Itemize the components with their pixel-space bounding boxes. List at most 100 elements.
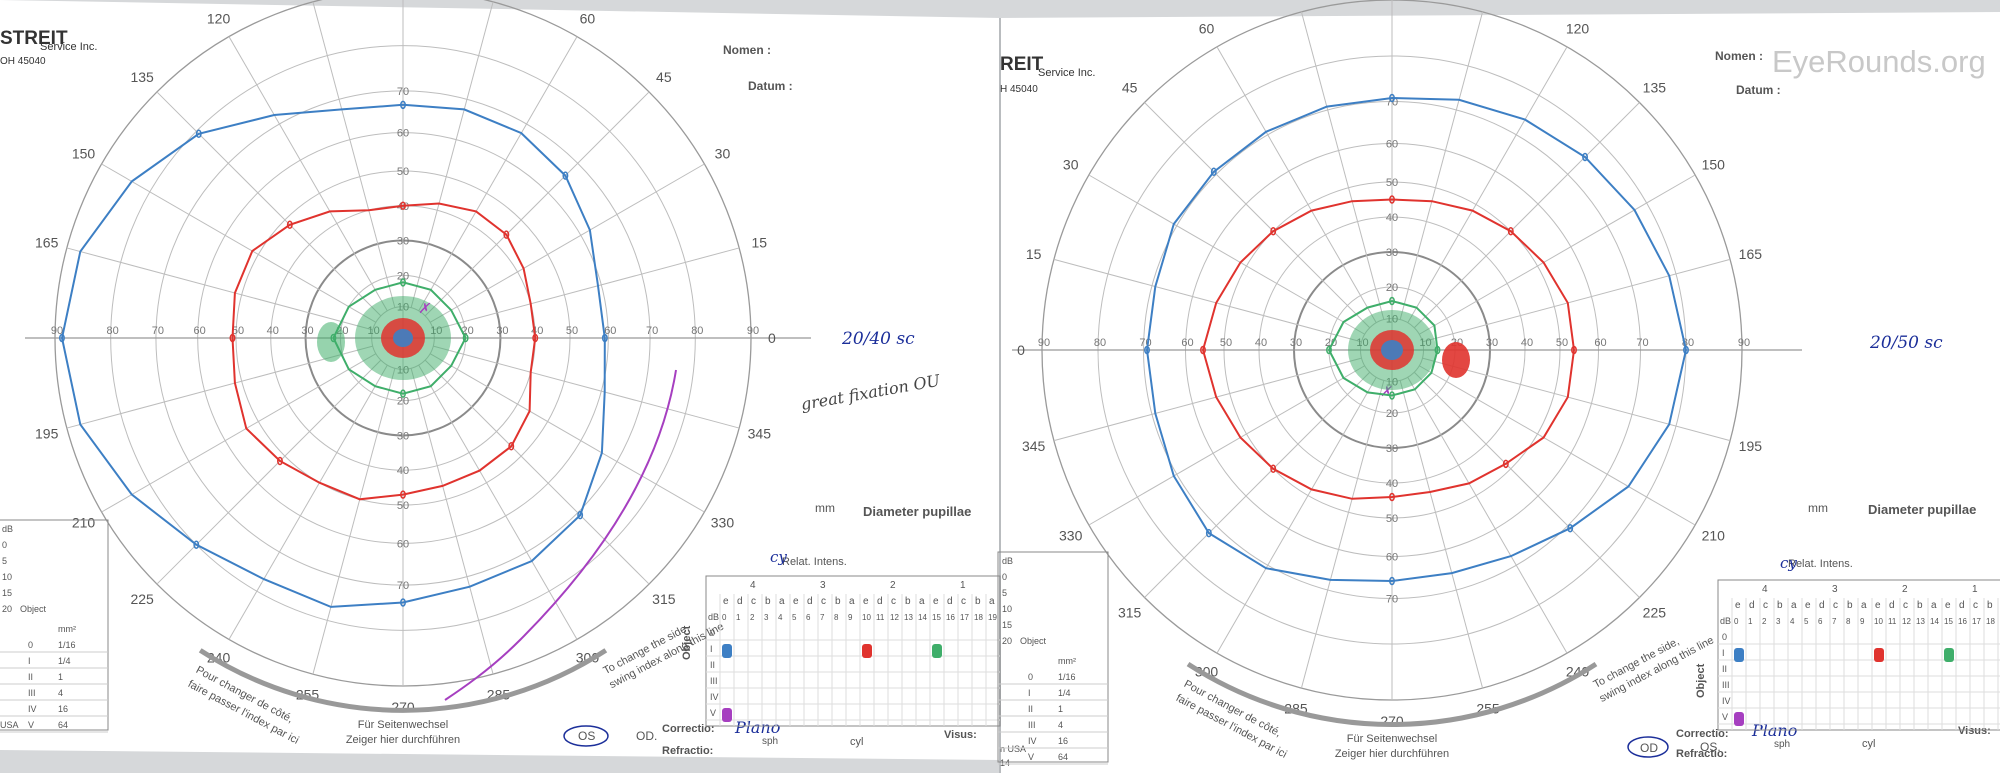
correction-label: Correctio: [662,723,715,735]
intensity-number: 10 [1874,617,1883,626]
object-header: Object [20,604,47,614]
intensity-number: 14 [1930,617,1939,626]
intensity-letter: c [1833,600,1838,611]
swap-text-german: Zeiger hier durchführen [1335,748,1449,760]
meridian-line [1053,258,1362,343]
meridian-label: 15 [752,235,768,251]
intensity-letter: a [849,596,855,607]
intensity-number: 11 [876,613,885,622]
intensity-letter: b [1987,600,1993,611]
object-size-label: III [28,688,36,698]
refraction-label: Refractio: [1676,748,1727,760]
isopter-i4e [231,202,537,501]
object-table-border [0,519,109,731]
meridian-line [1088,174,1365,335]
isopter-v4e [60,103,606,608]
intensity-letter: d [1819,600,1825,611]
meridian-label: 300 [576,649,600,665]
right-chart-sheet [1000,12,2000,773]
blind-spot [317,322,345,362]
eccentricity-label-horizontal: 80 [691,325,703,337]
intensity-table-border [1717,579,2000,731]
meridian-line [1413,102,1640,329]
isopter-v4e-mark [1205,528,1212,538]
meridian-label: 225 [130,591,154,607]
isopter-v4e-mark [400,598,406,607]
meridian-line [433,345,740,429]
meridian-line [1144,102,1371,329]
intensity-letter: e [863,596,869,607]
stimulus-marker-purple [722,708,732,722]
blind-spot [1442,342,1470,378]
intensity-label: Relat. Intens. [782,556,847,568]
name-label: Nomen : [723,43,771,57]
eye-label-alt: OD. [636,729,657,743]
intensity-letter: e [1735,600,1741,611]
object-area-label: 1 [58,672,63,682]
meridian-line [156,91,382,317]
isopter-i2e-mark [400,278,406,287]
intensity-letter: a [1861,600,1867,611]
isopter-i4e-mark [532,333,539,343]
isopter-i4e-mark [1389,492,1395,502]
object-area-label: 4 [58,688,63,698]
eccentricity-label: 20 [397,396,409,408]
meridian-line [66,345,373,429]
intensity-row-label: 0 [1722,632,1727,642]
intensity-letter: b [835,596,841,607]
isopter-v4e-mark [193,540,200,549]
meridian-line [1300,380,1385,689]
object-size-label: IV [28,704,37,714]
intensity-number: 3 [1776,617,1781,626]
intensity-letter: a [1791,600,1797,611]
meridian-label: 345 [748,425,772,441]
meridian-label: 240 [1566,663,1590,679]
eye-circle-mark [1627,736,1669,758]
meridian-line [1053,357,1362,442]
intensity-number: 16 [946,613,955,622]
isopter-i4e-mark [277,456,283,466]
intensity-letter: d [737,596,743,607]
meridian-line [101,163,377,323]
intensity-table: 4321edcbaedcbaedcbaedcbadB01234567891011… [1717,579,2000,731]
eccentricity-label: 20 [1386,282,1398,294]
intensity-number: 13 [1916,617,1925,626]
meridian-label: 195 [1739,438,1763,454]
address-fragment: H 45040 [1000,84,1038,95]
intensity-row-label: III [710,676,718,686]
object-area-label: 1/4 [1058,688,1071,698]
db-row-label: 20 [1002,636,1012,646]
object-size-label: I [1028,688,1031,698]
isopter-v4e-mark [1389,93,1395,103]
eccentricity-label-horizontal: 40 [1521,337,1533,349]
meridian-line [1422,258,1731,343]
company-name: Service Inc. [40,41,97,53]
eye-circle-mark [563,725,609,747]
intensity-row-label: II [1722,664,1727,674]
intensity-letter: b [975,596,981,607]
intensity-group-label: 3 [820,580,826,591]
eccentricity-label: 40 [1386,478,1398,490]
company-name: Service Inc. [1038,67,1095,79]
eccentricity-label-horizontal: 50 [1556,337,1568,349]
object-size-label: II [1028,704,1033,714]
intensity-number: 14 [918,613,927,622]
intensity-group-label: 2 [1902,584,1908,595]
isopter-i4e-mark [503,230,510,239]
eccentricity-label-horizontal: 50 [232,325,244,337]
intensity-row-label: 0 [710,628,715,638]
isopter-i4e [1201,198,1576,500]
eccentricity-label: 20 [397,270,409,282]
footer-fragment: n USA [1000,744,1026,754]
meridian-label: 240 [207,649,231,665]
intensity-letter: d [1959,600,1965,611]
eccentricity-label: 30 [1386,443,1398,455]
meridian-line [312,368,396,675]
meridian-line [418,36,578,312]
meridian-label: 60 [1199,21,1215,37]
intensity-letter: e [1805,600,1811,611]
isopter-i4e-mark [1502,459,1509,469]
db-row-label: 10 [2,572,12,582]
meridian-line [1407,377,1568,654]
